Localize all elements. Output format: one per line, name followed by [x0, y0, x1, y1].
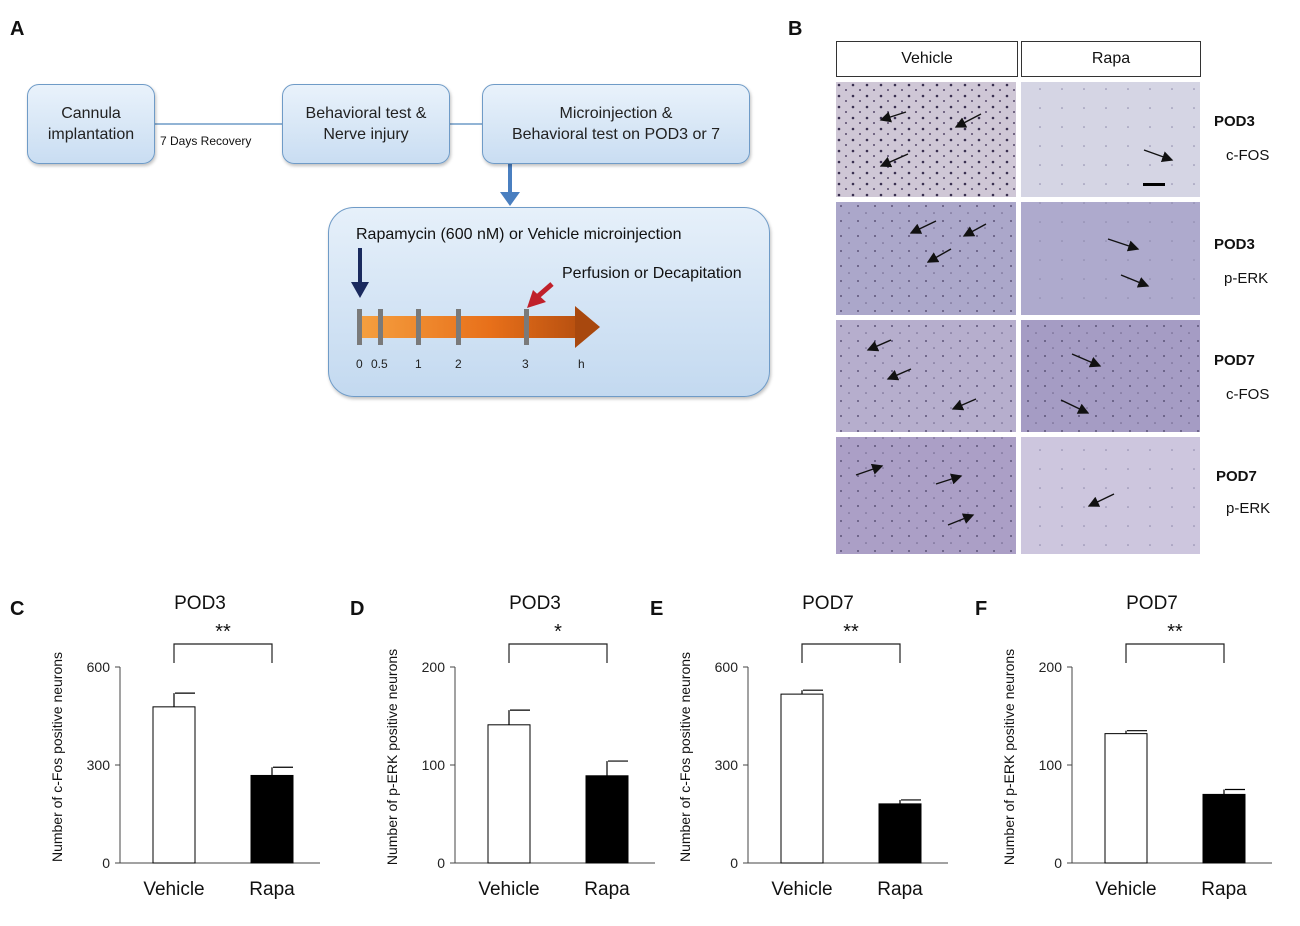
y-tick-label: 100 [1039, 757, 1063, 773]
row-label-day: POD7 [1214, 352, 1255, 369]
chart-title: POD3 [174, 593, 226, 614]
y-axis-label: Number of c-Fos positive neurons [49, 652, 65, 862]
row-label-day: POD3 [1214, 236, 1255, 253]
y-tick-label: 100 [422, 757, 446, 773]
y-tick-label: 0 [102, 855, 110, 871]
row-label-marker: c-FOS [1226, 386, 1270, 403]
protocol-box [328, 207, 770, 397]
bar-vehicle [780, 693, 824, 864]
y-tick-label: 200 [422, 659, 446, 675]
significance-bracket [801, 643, 901, 663]
timeline-tick-3 [524, 309, 529, 345]
significance-bracket [173, 643, 273, 663]
scale-bar [1143, 183, 1165, 186]
x-tick-label: Vehicle [478, 879, 539, 900]
bar-vehicle [487, 724, 531, 864]
column-header-vehicle: Vehicle [836, 41, 1018, 77]
perfusion-text: Perfusion or Decapitation [562, 265, 742, 282]
timeline-label: 3 [522, 357, 529, 371]
y-tick-label: 200 [1039, 659, 1063, 675]
panel-label-e: E [650, 598, 664, 620]
column-header-rapa: Rapa [1021, 41, 1201, 77]
behavioral-test-box: Behavioral test & Nerve injury [282, 84, 450, 164]
panel-label-a: A [10, 18, 25, 40]
y-axis-label: Number of p-ERK positive neurons [1001, 649, 1017, 865]
bar-rapa [585, 775, 629, 864]
recovery-label: 7 Days Recovery [160, 134, 252, 148]
timeline-label: 0.5 [371, 357, 388, 371]
row-label-marker: p-ERK [1226, 500, 1271, 517]
timeline-bar [358, 316, 578, 338]
timeline-tick-0-5 [378, 309, 383, 345]
y-axis-label: Number of c-Fos positive neurons [677, 652, 693, 862]
bar-vehicle [152, 706, 196, 864]
timeline-tick-1 [416, 309, 421, 345]
significance-marker: ** [215, 621, 231, 643]
chart-title: POD3 [509, 593, 561, 614]
timeline-tick-2 [456, 309, 461, 345]
row-label-marker: c-FOS [1226, 147, 1270, 164]
timeline-label: 1 [415, 357, 422, 371]
significance-bracket [508, 643, 608, 663]
panel-label-b: B [788, 18, 803, 40]
y-tick-label: 0 [437, 855, 445, 871]
y-tick-label: 600 [715, 659, 739, 675]
bar-rapa [250, 774, 294, 864]
row-label-marker: p-ERK [1224, 270, 1269, 287]
significance-bracket [1125, 643, 1225, 663]
x-tick-label: Vehicle [1095, 879, 1156, 900]
bar-rapa [1202, 793, 1246, 864]
panel-label-f: F [975, 598, 988, 620]
cannula-implantation-box: Cannula implantation [27, 84, 155, 164]
timeline-label: 2 [455, 357, 462, 371]
timeline-label: h [578, 357, 585, 371]
row-label-day: POD3 [1214, 113, 1255, 130]
x-tick-label: Rapa [584, 879, 630, 900]
x-tick-label: Rapa [877, 879, 923, 900]
x-tick-label: Vehicle [771, 879, 832, 900]
x-tick-label: Rapa [249, 879, 295, 900]
y-tick-label: 0 [730, 855, 738, 871]
y-tick-label: 600 [87, 659, 111, 675]
x-tick-label: Rapa [1201, 879, 1247, 900]
bar-vehicle [1104, 733, 1148, 864]
timeline-label: 0 [356, 357, 363, 371]
chart-title: POD7 [1126, 593, 1178, 614]
timeline-arrowhead [575, 306, 600, 348]
chart-title: POD7 [802, 593, 854, 614]
y-tick-label: 0 [1054, 855, 1062, 871]
panel-label-c: C [10, 598, 25, 620]
micrograph-grid [836, 82, 1200, 554]
microinjection-box: Microinjection & Behavioral test on POD3… [482, 84, 750, 164]
panel-label-d: D [350, 598, 365, 620]
y-tick-label: 300 [715, 757, 739, 773]
significance-marker: ** [843, 621, 859, 643]
y-axis-label: Number of p-ERK positive neurons [384, 649, 400, 865]
timeline-tick-0 [357, 309, 362, 345]
significance-marker: ** [1167, 621, 1183, 643]
row-label-day: POD7 [1216, 468, 1257, 485]
timeline-graphic [351, 248, 600, 348]
x-tick-label: Vehicle [143, 879, 204, 900]
injection-text: Rapamycin (600 nM) or Vehicle microinjec… [356, 226, 682, 243]
schematic-connectors [153, 123, 520, 206]
significance-marker: * [554, 621, 562, 643]
bar-rapa [878, 803, 922, 864]
y-tick-label: 300 [87, 757, 111, 773]
